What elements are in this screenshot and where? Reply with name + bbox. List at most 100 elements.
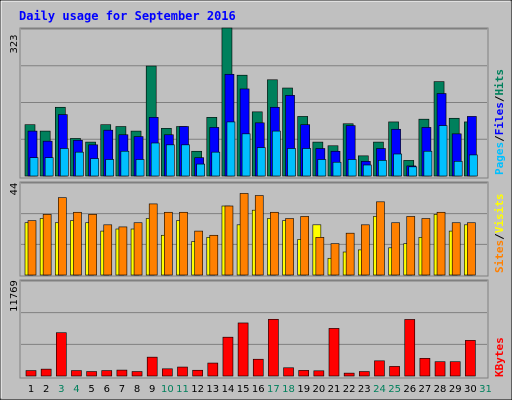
day-label: 10 xyxy=(161,384,174,395)
sites-bar xyxy=(391,222,400,276)
day-label: 20 xyxy=(312,384,325,395)
kbytes-bar xyxy=(298,370,310,377)
day-label: 15 xyxy=(237,384,250,395)
sites-bar xyxy=(376,201,385,276)
day-label: 14 xyxy=(222,384,235,395)
legend-slash-1: / xyxy=(493,135,506,142)
sites-bar xyxy=(467,222,476,276)
kbytes-bar xyxy=(131,371,143,377)
pages-bar xyxy=(166,144,175,177)
pages-bar xyxy=(211,151,221,177)
upper-max-label: 323 xyxy=(9,34,20,53)
sites-bar xyxy=(436,211,446,276)
day-label: 24 xyxy=(373,384,386,395)
kbytes-bar xyxy=(434,361,446,377)
sites-bar xyxy=(27,220,37,276)
pages-bar xyxy=(408,166,418,177)
pages-bar xyxy=(256,147,266,177)
kbytes-bar xyxy=(55,332,67,377)
sites-bar xyxy=(421,218,431,276)
day-label: 25 xyxy=(388,384,401,395)
sites-bar xyxy=(224,205,234,276)
pages-bar xyxy=(332,161,342,177)
pages-bar xyxy=(287,148,296,177)
legend-files: Files xyxy=(493,102,506,135)
day-label: 6 xyxy=(104,384,110,395)
sites-bar xyxy=(88,214,97,276)
sites-bar xyxy=(360,224,370,276)
sites-bar xyxy=(345,232,355,276)
day-label: 4 xyxy=(73,384,79,395)
legend-slash-3: / xyxy=(493,233,506,240)
kbytes-bar xyxy=(86,371,97,377)
pages-bar xyxy=(75,151,84,177)
day-label: 3 xyxy=(58,384,64,395)
pages-bar xyxy=(272,130,281,177)
legend-middle: Sites/Visits xyxy=(493,194,506,274)
day-label: 22 xyxy=(343,384,356,395)
sites-bar xyxy=(270,211,279,276)
legend-pages: Pages xyxy=(493,142,506,175)
sites-bar xyxy=(315,237,325,276)
day-label: 1 xyxy=(28,384,34,395)
pages-bar xyxy=(453,161,463,177)
kbytes-bar xyxy=(449,361,461,377)
kbytes-bar xyxy=(146,356,158,377)
pages-bar xyxy=(241,133,251,177)
sites-bar xyxy=(254,195,264,276)
pages-bar xyxy=(393,153,402,177)
sites-bar xyxy=(164,211,173,276)
kbytes-bar xyxy=(328,328,340,377)
sites-bar xyxy=(103,224,113,276)
kbytes-bar xyxy=(207,362,219,377)
kbytes-bar xyxy=(25,370,37,377)
legend-slash-2: / xyxy=(493,95,506,102)
sites-bar xyxy=(194,230,203,276)
sites-bar xyxy=(42,214,52,276)
kbytes-bar xyxy=(313,370,325,377)
kbytes-bar xyxy=(237,322,249,377)
sites-bar xyxy=(239,193,249,276)
day-label: 16 xyxy=(252,384,265,395)
kbytes-bar xyxy=(101,370,113,377)
day-label: 19 xyxy=(297,384,310,395)
kbytes-bar xyxy=(177,366,188,377)
kbytes-bar xyxy=(40,368,52,377)
pages-bar xyxy=(378,160,387,177)
pages-bar xyxy=(59,148,69,177)
pages-bar xyxy=(347,159,357,177)
kbytes-bar xyxy=(162,368,173,377)
pages-bar xyxy=(150,142,160,177)
bars-layer xyxy=(24,27,478,377)
day-label: 23 xyxy=(358,384,371,395)
day-label: 7 xyxy=(119,384,125,395)
sites-bar xyxy=(330,243,340,276)
sites-bar xyxy=(57,197,67,276)
day-label: 31 xyxy=(479,384,492,395)
pages-bar xyxy=(181,144,190,177)
sites-bar xyxy=(451,222,461,276)
pages-bar xyxy=(105,159,115,177)
kbytes-bar xyxy=(343,372,355,377)
sites-bar xyxy=(209,234,219,276)
sites-bar xyxy=(73,211,82,276)
day-label: 17 xyxy=(267,384,280,395)
day-label: 26 xyxy=(403,384,416,395)
kbytes-bar xyxy=(268,318,279,377)
middle-max-label: 44 xyxy=(9,183,20,196)
legend-kbytes: KBytes xyxy=(493,337,506,377)
day-label: 12 xyxy=(191,384,204,395)
pages-bar xyxy=(423,150,433,177)
day-label: 27 xyxy=(419,384,432,395)
chart-title: Daily usage for September 2016 xyxy=(19,9,236,23)
pages-bar xyxy=(317,159,327,177)
legend-visits: Visits xyxy=(493,194,506,234)
kbytes-bar xyxy=(465,340,476,377)
pages-bar xyxy=(362,164,372,177)
pages-bar xyxy=(29,157,39,177)
day-label: 9 xyxy=(149,384,155,395)
kbytes-bar xyxy=(222,336,234,377)
day-label: 11 xyxy=(176,384,189,395)
pages-bar xyxy=(302,148,312,177)
